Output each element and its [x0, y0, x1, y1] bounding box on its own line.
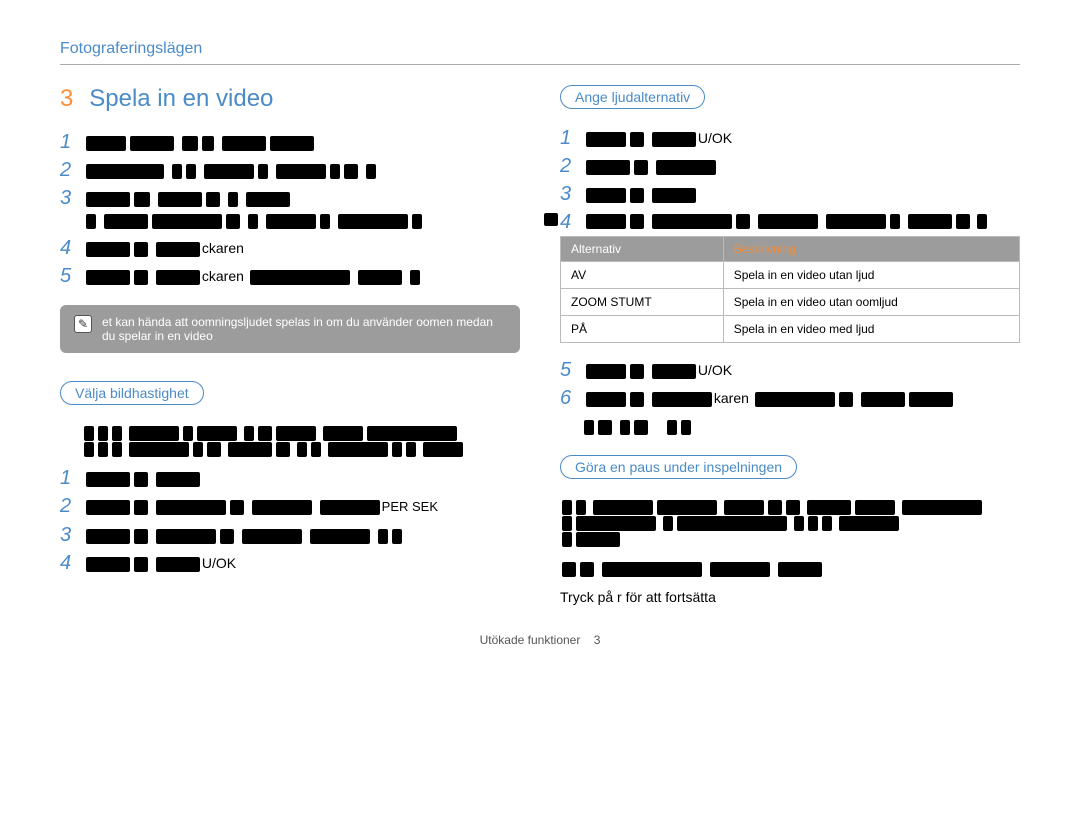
- section-number: 3: [60, 85, 73, 112]
- pill-pause: Göra en paus under inspelningen: [560, 455, 797, 479]
- step-5: 5 ckaren: [60, 265, 520, 287]
- persek-label: PER SEK: [382, 499, 438, 514]
- step-5-text: ckaren: [202, 268, 244, 284]
- step-number: 1: [60, 467, 76, 489]
- frame-rate-intro: [82, 425, 520, 457]
- menu-ok-r5: U/OK: [698, 362, 732, 378]
- cell-desc: Spela in en video utan oomljud: [723, 289, 1019, 316]
- step-number: 3: [60, 524, 76, 546]
- sound-options-table: Alternativ Beskrivning AV Spela in en vi…: [560, 236, 1020, 343]
- snd-step-1: 1 U/OK: [560, 127, 1020, 149]
- cell-opt: ZOOM STUMT: [561, 289, 724, 316]
- pause-action: [560, 557, 1020, 579]
- step-number: 3: [560, 183, 576, 205]
- step-number: 4: [60, 237, 76, 259]
- step-number: 1: [60, 131, 76, 153]
- snd-step-6-sub: [582, 415, 1020, 437]
- section-title: Spela in en video: [89, 85, 273, 112]
- footer-label: Utökade funktioner: [480, 633, 581, 647]
- left-column: 3 Spela in en video 1 2 3: [60, 85, 520, 605]
- step-3: 3: [60, 187, 520, 231]
- table-header-desc: Beskrivning: [723, 237, 1019, 262]
- step-4-text: ckaren: [202, 240, 244, 256]
- pill-sound: Ange ljudalternativ: [560, 85, 705, 109]
- table-header-option: Alternativ: [561, 237, 724, 262]
- page-header: Fotograferingslägen: [60, 40, 1020, 65]
- step-number: 1: [560, 127, 576, 149]
- step-number: 5: [60, 265, 76, 287]
- snd-step-5: 5 U/OK: [560, 359, 1020, 381]
- step-4-badge: [542, 213, 1002, 226]
- pause-intro: [560, 499, 1020, 547]
- fr-step-4: 4 U/OK: [60, 552, 520, 574]
- snd-step-6: 6 karen: [560, 387, 1020, 409]
- table-row: ZOOM STUMT Spela in en video utan oomlju…: [561, 289, 1020, 316]
- step-number: 2: [60, 495, 76, 517]
- cell-desc: Spela in en video utan ljud: [723, 262, 1019, 289]
- step-number: 3: [60, 187, 76, 209]
- menu-ok-left: U/OK: [202, 555, 236, 571]
- menu-ok-r1: U/OK: [698, 130, 732, 146]
- pill-frame-rate: Välja bildhastighet: [60, 381, 204, 405]
- cell-opt: PÅ: [561, 316, 724, 343]
- subsection-pause: Göra en paus under inspelningen: [560, 455, 1020, 491]
- two-column-layout: 3 Spela in en video 1 2 3: [60, 85, 1020, 605]
- fr-step-1: 1: [60, 467, 520, 489]
- step-2: 2: [60, 159, 520, 181]
- footer: Utökade funktioner 3: [60, 633, 1020, 647]
- step-number: 2: [560, 155, 576, 177]
- fr-step-2: 2 PER SEK: [60, 495, 520, 518]
- cell-opt: AV: [561, 262, 724, 289]
- fr-step-3: 3: [60, 524, 520, 546]
- step-number: 2: [60, 159, 76, 181]
- snd-step-2: 2: [560, 155, 1020, 177]
- subsection-frame-rate: Välja bildhastighet: [60, 381, 520, 417]
- table-row: AV Spela in en video utan ljud: [561, 262, 1020, 289]
- step-4: 4 ckaren: [60, 237, 520, 259]
- step-1: 1: [60, 131, 520, 153]
- section-heading: 3 Spela in en video: [60, 85, 520, 113]
- note-icon: ✎: [74, 315, 92, 333]
- cell-desc: Spela in en video med ljud: [723, 316, 1019, 343]
- resume-text: Tryck på r för att fortsätta: [560, 589, 1020, 605]
- table-row: PÅ Spela in en video med ljud: [561, 316, 1020, 343]
- footer-page: 3: [594, 633, 601, 647]
- s6-suffix: karen: [714, 390, 749, 406]
- step-number: 6: [560, 387, 576, 409]
- step-number: 5: [560, 359, 576, 381]
- subsection-sound: Ange ljudalternativ: [560, 85, 1020, 121]
- snd-step-3: 3: [560, 183, 1020, 205]
- right-column: Ange ljudalternativ 1 U/OK 2 3 4: [560, 85, 1020, 605]
- note-box: ✎ et kan hända att oomningsljudet spelas…: [60, 305, 520, 353]
- step-number: 4: [60, 552, 76, 574]
- note-text: et kan hända att oomningsljudet spelas i…: [102, 315, 506, 343]
